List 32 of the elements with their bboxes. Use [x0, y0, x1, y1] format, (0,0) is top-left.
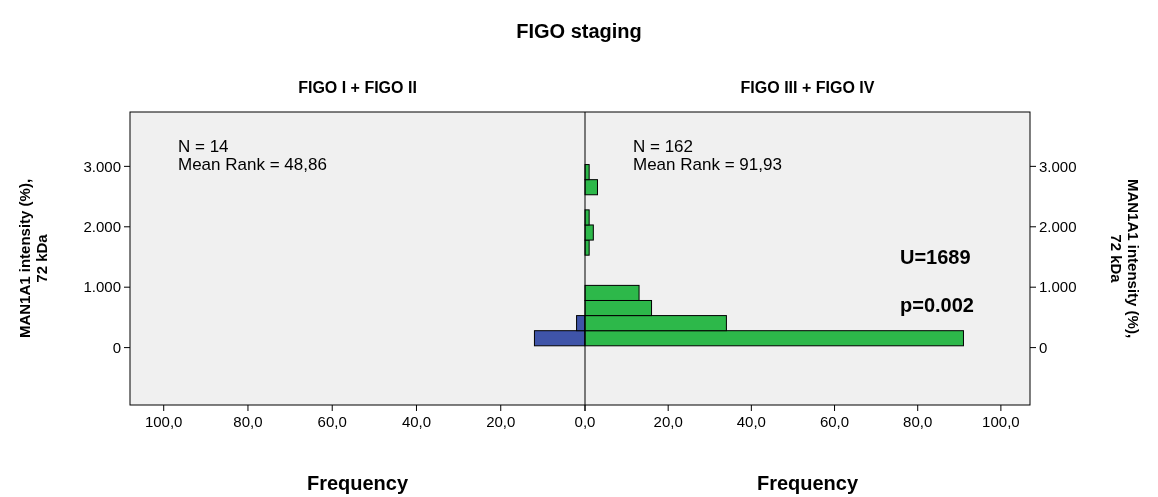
x-tick-label: 20,0 [653, 413, 683, 430]
y-tick-label: 2.000 [1039, 218, 1077, 236]
x-tick-label: 20,0 [486, 413, 516, 430]
y-tick-label: 1.000 [83, 278, 121, 296]
y-tick-label: 0 [1039, 338, 1048, 356]
annotation: N = 14 [178, 137, 229, 156]
x-tick-label: 80,0 [903, 413, 933, 430]
y-tick-label: 2.000 [83, 218, 121, 236]
chart-subtitle: FIGO III + FIGO IV [740, 79, 875, 96]
annotation: N = 162 [633, 137, 694, 156]
chart-subtitle: FIGO I + FIGO II [298, 79, 417, 96]
annotation: U=1689 [900, 246, 971, 268]
x-tick-label: 60,0 [317, 413, 347, 430]
x-tick-label: 0,0 [574, 413, 596, 430]
annotation: Mean Rank = 91,93 [633, 155, 782, 174]
annotation: p=0.002 [900, 294, 974, 316]
x-tick-label: 80,0 [233, 413, 263, 430]
y-tick-label: 3.000 [1039, 157, 1077, 175]
x-tick-label: 100,0 [982, 413, 1020, 430]
x-tick-label: 40,0 [401, 413, 432, 430]
y-axis-title: MAN1A1 intensity (%), 72 kDa [1108, 178, 1142, 339]
x-tick-label: 60,0 [819, 413, 850, 430]
x-tick-label: 40,0 [736, 413, 766, 430]
x-tick-label: 100,0 [144, 413, 183, 430]
y-tick-label: 0 [112, 338, 121, 356]
x-axis-title: Frequency [756, 472, 859, 494]
y-axis-title: MAN1A1 intensity (%), 72 kDa [16, 178, 50, 339]
chart-title: FIGO staging [516, 20, 642, 42]
annotation: Mean Rank = 48,86 [178, 155, 327, 174]
x-axis-title: Frequency [306, 472, 409, 494]
y-tick-label: 1.000 [1039, 278, 1077, 296]
y-tick-label: 3.000 [83, 157, 121, 175]
